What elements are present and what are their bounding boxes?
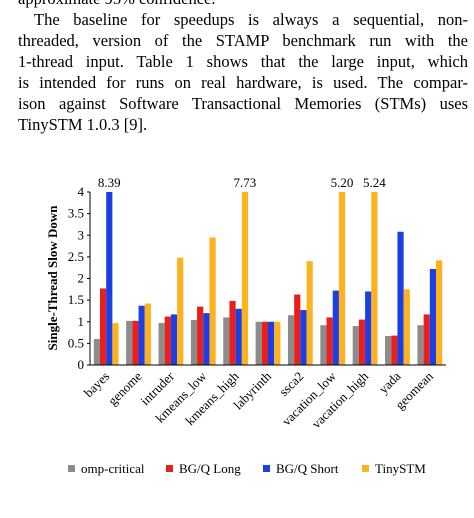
paragraph: approximate 95% confidence. The baseline… <box>18 0 468 135</box>
bar <box>338 192 346 365</box>
y-tick-label: 4 <box>78 184 85 199</box>
bar <box>417 325 424 365</box>
y-tick-label: 3 <box>78 227 85 242</box>
bar <box>255 321 262 365</box>
bar <box>423 314 430 365</box>
text-line: approximate 95% confidence. <box>18 0 468 9</box>
bar <box>358 319 366 365</box>
bar <box>429 268 437 365</box>
bar <box>164 316 171 365</box>
y-tick-label: 1 <box>78 314 85 329</box>
legend-swatch <box>263 465 270 472</box>
bar <box>436 260 443 365</box>
legend-swatch <box>166 465 173 472</box>
bars <box>93 192 443 366</box>
bar <box>300 310 307 365</box>
bar <box>287 315 295 365</box>
x-tick-label: genome <box>105 368 145 408</box>
bar <box>385 336 392 365</box>
bar <box>241 192 249 366</box>
bar <box>106 192 113 365</box>
bar <box>99 288 107 365</box>
bar <box>158 323 165 365</box>
y-tick-label: 3.5 <box>68 206 84 221</box>
y-tick-label: 0.5 <box>68 335 84 350</box>
y-tick-label: 1.5 <box>68 292 84 307</box>
bar <box>197 306 204 365</box>
bar <box>352 326 359 365</box>
bar <box>365 291 372 365</box>
bar <box>190 320 198 365</box>
legend-label: BG/Q Short <box>276 461 339 476</box>
bar <box>170 314 178 365</box>
text-line: ison against Software Transactional Memo… <box>18 94 468 113</box>
bar <box>203 313 210 365</box>
value-label: 5.20 <box>331 175 354 190</box>
text-line: The baseline for speedups is always a se… <box>34 10 468 29</box>
y-axis-label: Single-Thread Slow Down <box>45 205 60 351</box>
legend-label: TinySTM <box>375 461 426 476</box>
bar <box>235 308 242 365</box>
bar <box>268 321 275 365</box>
bar <box>261 321 268 365</box>
value-label: 5.24 <box>363 175 386 190</box>
legend-swatch <box>68 465 75 472</box>
bar <box>274 321 281 365</box>
bar <box>371 192 378 365</box>
bar <box>177 257 184 365</box>
value-label: 8.39 <box>98 175 121 190</box>
x-tick-label: yada <box>376 368 404 396</box>
text-line: threaded, version of the STAMP benchmark… <box>18 31 468 50</box>
text-line: TinySTM 1.0.3 [9]. <box>18 115 148 134</box>
bar <box>326 317 333 365</box>
bar <box>112 323 119 365</box>
bar <box>144 303 151 365</box>
y-tick-label: 2 <box>78 271 85 286</box>
bar <box>397 231 404 365</box>
bar <box>403 289 410 365</box>
bar <box>294 294 301 365</box>
bar <box>320 325 327 365</box>
value-label: 7.73 <box>234 175 257 190</box>
y-tick-label: 0 <box>78 357 85 372</box>
bar <box>93 339 100 365</box>
bar <box>391 335 398 365</box>
bar <box>132 320 139 365</box>
bar <box>223 317 230 365</box>
bar <box>332 290 339 365</box>
bar <box>306 261 313 365</box>
y-tick-label: 2.5 <box>68 249 84 264</box>
bar <box>138 305 145 365</box>
legend-label: omp-critical <box>81 461 145 476</box>
text-line: is intended for runs on real hardware, i… <box>18 73 468 92</box>
bar <box>126 320 133 365</box>
legend-label: BG/Q Long <box>179 461 241 476</box>
legend-swatch <box>362 465 369 472</box>
bar <box>229 300 236 365</box>
text-line: 1-thread input. Table 1 shows that the l… <box>18 52 468 71</box>
bar <box>209 237 216 365</box>
